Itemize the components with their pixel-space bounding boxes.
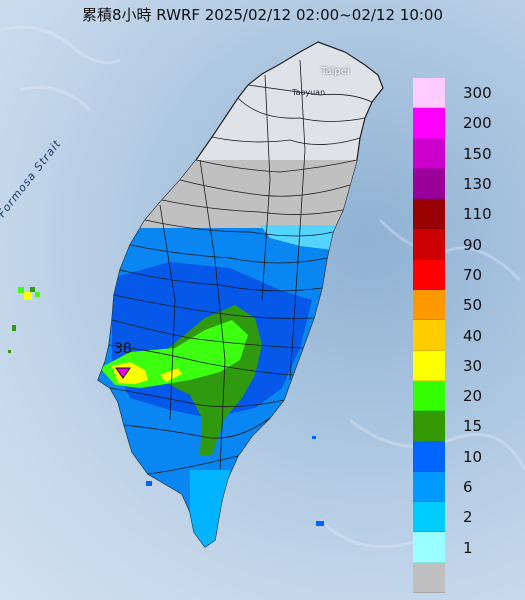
legend-swatch — [413, 138, 445, 169]
max-value-label: 38 — [114, 341, 132, 357]
legend-label: 40 — [463, 326, 483, 345]
legend-row: 130 — [413, 168, 503, 200]
legend-swatch — [413, 471, 445, 503]
legend-swatch — [413, 502, 445, 533]
legend-row — [413, 562, 503, 594]
legend-swatch — [413, 290, 445, 321]
legend-row: 1 — [413, 532, 503, 563]
legend-row: 200 — [413, 108, 503, 139]
taoyuan-label: Taoyuan — [292, 88, 326, 97]
legend-row: 70 — [413, 259, 503, 291]
legend-label: 110 — [463, 205, 492, 224]
legend-label: 300 — [463, 84, 492, 103]
rain-band-gray — [98, 160, 383, 230]
legend-row: 40 — [413, 320, 503, 351]
legend-label: 90 — [463, 235, 483, 254]
sea-texture — [0, 25, 525, 549]
legend-row: 150 — [413, 138, 503, 169]
legend-swatch — [413, 441, 445, 472]
legend-row: 2 — [413, 502, 503, 533]
legend-swatch — [413, 532, 445, 563]
legend-swatch — [413, 411, 445, 442]
legend-label: 1 — [463, 538, 473, 557]
legend-row: 50 — [413, 290, 503, 321]
admin-boundaries — [108, 59, 373, 475]
rain-band-lightblue — [190, 470, 230, 547]
max-marker-icon — [115, 367, 131, 379]
legend-swatch — [413, 78, 445, 109]
legend-swatch — [413, 259, 445, 291]
legend-swatch — [413, 199, 445, 230]
offshore-cells — [8, 287, 324, 526]
legend-label: 15 — [463, 417, 483, 436]
rain-band-cyan — [260, 225, 335, 250]
legend-label: 20 — [463, 387, 483, 406]
legend-label: 200 — [463, 114, 492, 133]
map-title: 累積8小時 RWRF 2025/02/12 02:00~02/12 10:00 — [81, 6, 444, 24]
legend-label: 2 — [463, 508, 473, 527]
taipei-label: Taipei — [321, 66, 350, 77]
legend-swatch — [413, 320, 445, 351]
color-legend: 300 200 150 130 110 90 70 50 40 30 20 15 10 6 2 1 — [413, 78, 503, 594]
legend-row: 15 — [413, 411, 503, 442]
legend-row: 110 — [413, 199, 503, 230]
legend-row: 6 — [413, 471, 503, 503]
legend-label: 10 — [463, 447, 483, 466]
legend-label: 6 — [463, 478, 473, 496]
legend-row: 90 — [413, 229, 503, 260]
legend-label: 130 — [463, 175, 492, 194]
legend-row: 20 — [413, 380, 503, 412]
legend-row: 30 — [413, 350, 503, 381]
legend-swatch — [413, 108, 445, 139]
legend-label: 70 — [463, 265, 483, 284]
legend-swatch — [413, 562, 445, 594]
legend-label: 30 — [463, 356, 483, 375]
rainfall-fill — [98, 160, 383, 547]
legend-label: 50 — [463, 296, 483, 315]
legend-swatch — [413, 229, 445, 260]
legend-row: 10 — [413, 441, 503, 472]
legend-row: 300 — [413, 78, 503, 109]
legend-swatch — [413, 380, 445, 412]
legend-swatch — [413, 168, 445, 200]
legend-label: 150 — [463, 144, 492, 163]
legend-swatch — [413, 350, 445, 381]
